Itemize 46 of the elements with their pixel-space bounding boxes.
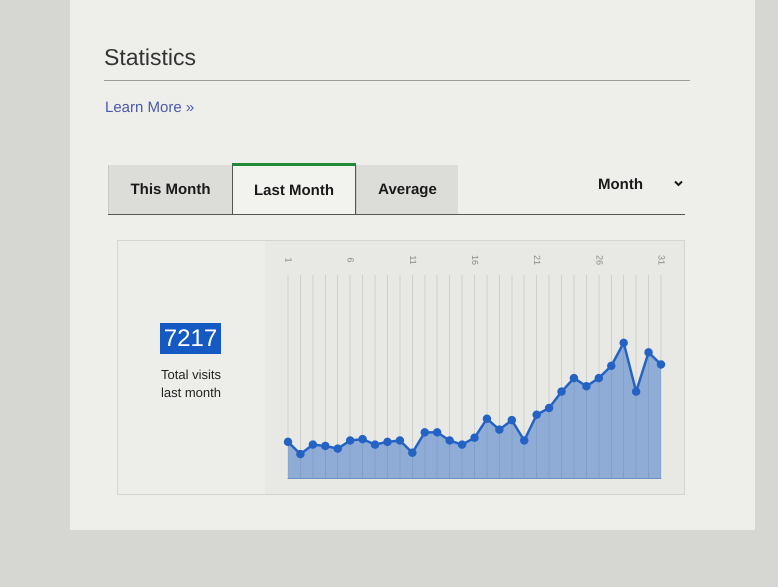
x-tick-label: 16: [470, 254, 480, 266]
x-tick-label: 11: [408, 255, 418, 265]
point: [383, 438, 392, 446]
text: Learn More »: [105, 99, 194, 116]
point: [370, 440, 380, 449]
point: [644, 348, 653, 357]
point: [321, 442, 330, 450]
point: [656, 360, 666, 369]
point: [420, 428, 430, 437]
point: [532, 410, 541, 419]
x-tick-label: 1: [284, 257, 294, 263]
x-tick-label: 26: [594, 254, 604, 266]
point: [544, 404, 554, 412]
point: [582, 382, 591, 390]
text: Last Month: [232, 163, 356, 214]
point: [470, 434, 479, 442]
point: [296, 450, 305, 458]
text: Total visits last month: [160, 366, 222, 402]
point: [432, 428, 442, 437]
x-tick-label: 31: [656, 254, 667, 266]
point: [570, 374, 578, 382]
point: [358, 434, 367, 444]
x-tick-label: 21: [532, 254, 542, 266]
point: [396, 436, 404, 445]
x-tick-label: 6: [346, 257, 356, 263]
point: [458, 440, 466, 449]
point: [557, 387, 566, 396]
text: Average: [356, 165, 458, 214]
point: [520, 436, 528, 445]
point: [308, 440, 318, 449]
point: [632, 387, 640, 396]
point: [445, 436, 454, 445]
point: [284, 438, 292, 446]
point: [607, 362, 616, 370]
text: 7217: [160, 323, 221, 354]
text: Month: [598, 176, 643, 193]
point: [508, 416, 516, 424]
point: [408, 448, 417, 457]
point: [619, 338, 628, 348]
chart-title: Statistics: [104, 44, 196, 71]
point: [594, 374, 604, 382]
point: [495, 425, 504, 434]
point: [333, 444, 342, 453]
text: This Month: [108, 165, 232, 214]
point: [482, 414, 492, 424]
point: [346, 436, 354, 445]
